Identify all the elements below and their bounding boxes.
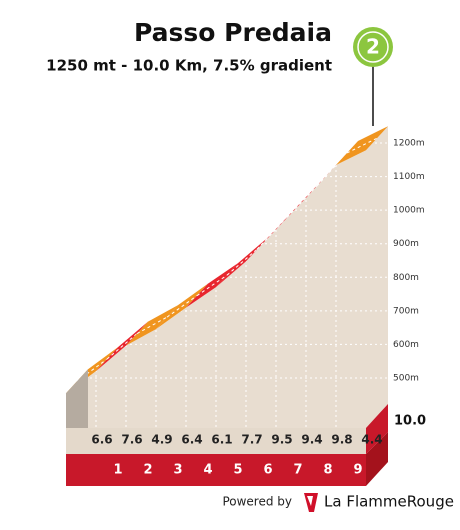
base-band-side <box>366 404 388 454</box>
center-dash <box>226 248 258 276</box>
x-tick-label: 4 <box>203 463 212 478</box>
x-tick-label: 6 <box>263 463 272 478</box>
y-tick-label: 900m <box>393 239 419 249</box>
y-tick-label: 1100m <box>393 172 425 182</box>
x-tick-label: 10.0 <box>394 414 426 429</box>
center-dash <box>106 333 138 360</box>
ground <box>66 126 388 432</box>
x-tick-label: 3 <box>173 463 182 478</box>
gradient-label: 4.9 <box>151 433 172 447</box>
center-dash <box>166 295 198 318</box>
plot: 500m 600m 700m 800m 900m 1000m 1100m 1200m 6.6 7.… <box>66 126 426 486</box>
y-tick-label: 500m <box>393 374 419 384</box>
badge <box>353 27 393 67</box>
y-tick-label: 1200m <box>393 139 425 149</box>
gradient-label: 9.4 <box>301 433 322 447</box>
badge-number: 2 <box>366 35 380 59</box>
badge-ring <box>357 31 389 63</box>
base-band <box>66 428 366 454</box>
gradient-label: 6.6 <box>91 433 112 447</box>
chart-subtitle: 1250 mt - 10.0 Km, 7.5% gradient <box>46 57 332 75</box>
x-tick-label: 8 <box>323 463 332 478</box>
gradient-label: 9.8 <box>331 433 352 447</box>
x-tick-label: 7 <box>293 463 302 478</box>
x-tick-label: 9 <box>353 463 362 478</box>
y-tick-label: 800m <box>393 273 419 283</box>
x-tick-label: 2 <box>143 463 152 478</box>
gradient-label: 7.6 <box>121 433 142 447</box>
gradient-label: 7.7 <box>241 433 262 447</box>
brand: La FlammeRouge <box>324 493 454 511</box>
powered-by: Powered by <box>222 495 292 509</box>
base-strip-side <box>366 432 388 486</box>
center-dash <box>196 274 228 297</box>
gradient-label: 6.1 <box>211 433 232 447</box>
gradient-label: 6.4 <box>181 433 202 447</box>
gradient-segment <box>336 126 388 165</box>
chart-title: Passo Predaia <box>134 18 332 47</box>
x-tick-label: 5 <box>233 463 242 478</box>
x-tick-label: 1 <box>113 463 122 478</box>
center-dash <box>256 217 288 250</box>
brand-logo <box>304 493 318 512</box>
gradient-label: 4.4 <box>361 433 382 447</box>
center-dash <box>286 185 318 218</box>
y-tick-label: 1000m <box>393 206 425 216</box>
base-strip <box>66 454 366 486</box>
y-tick-label: 600m <box>393 340 419 350</box>
gradient-label: 9.5 <box>271 433 292 447</box>
y-tick-label: 700m <box>393 306 419 316</box>
gradient-segment <box>126 305 178 346</box>
